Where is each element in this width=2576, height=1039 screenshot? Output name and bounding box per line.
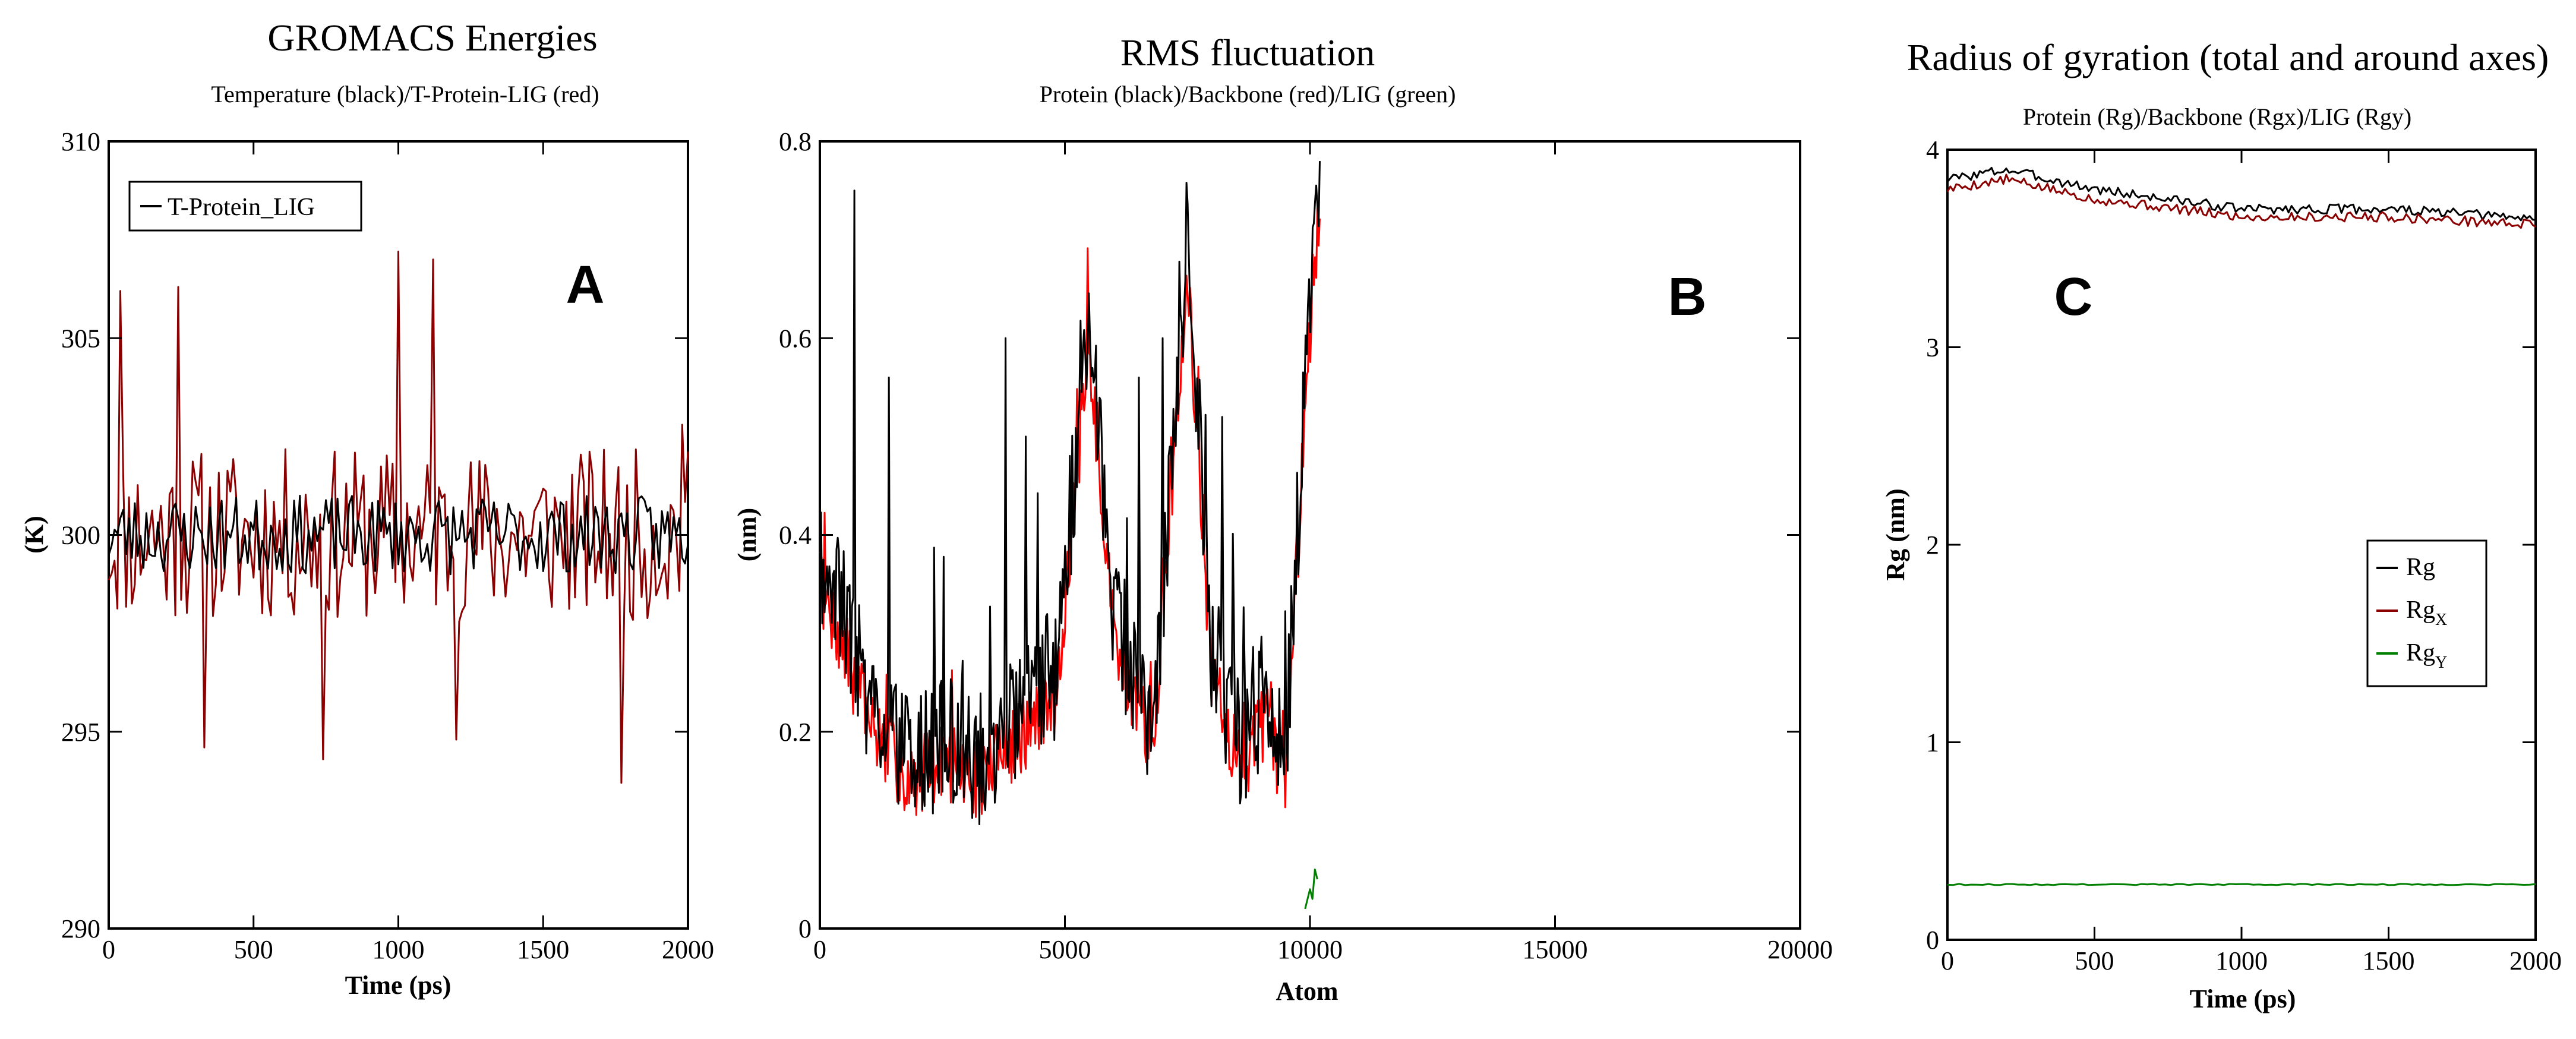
panel-b-series-backbone: [819, 207, 1321, 818]
panel-c-series-layer: [1946, 167, 2536, 886]
panel-b-series-lig: [1304, 869, 1318, 909]
panel-b-letter: B: [1668, 267, 1707, 327]
panel-b-xtick-label: 20000: [1767, 935, 1833, 964]
panel-b-xtick-label: 10000: [1277, 935, 1343, 964]
panel-b-plot-frame: [819, 140, 1801, 930]
panel-c-ticks: 0 500 1000 1500 2000 0 1 2 3 4: [1926, 135, 2562, 975]
panel-a-xtick-label: 500: [234, 935, 273, 964]
panel-b-xlabel: Atom: [1276, 977, 1338, 1006]
panel-c-series-rgx: [1946, 173, 2536, 229]
panel-b-title: RMS fluctuation: [1120, 31, 1375, 74]
panel-a-xtick-label: 1500: [517, 935, 569, 964]
panel-b-ytick-label: 0.4: [779, 521, 812, 550]
panel-c-ytick-label: 2: [1926, 530, 1939, 560]
panel-a-xtick-label: 1000: [372, 935, 425, 964]
panel-a-ytick-label: 290: [61, 914, 100, 943]
panel-b-ytick-label: 0: [798, 914, 812, 943]
panel-b-subtitle: Protein (black)/Backbone (red)/LIG (gree…: [1040, 81, 1456, 108]
panel-c-xtick-label: 500: [2075, 946, 2114, 975]
panel-b-ytick-label: 0.6: [779, 324, 812, 353]
panel-c-xlabel: Time (ps): [2190, 984, 2296, 1013]
panel-a-ytick-label: 295: [61, 718, 100, 747]
panel-c-legend-label: Rg: [2406, 554, 2435, 581]
panel-a-ytick-label: 305: [61, 324, 100, 353]
panel-a-xtick-label: 2000: [662, 935, 714, 964]
panel-c-subtitle: Protein (Rg)/Backbone (Rgx)/LIG (Rgy): [2023, 103, 2411, 130]
panel-b: RMS fluctuation Protein (black)/Backbone…: [733, 31, 1833, 1006]
panel-c-ytick-label: 4: [1926, 135, 1939, 165]
panel-c-xtick-label: 0: [1941, 946, 1954, 975]
panel-c-legend-box: [2366, 539, 2487, 687]
panel-b-ytick-label: 0.8: [779, 127, 812, 156]
panel-c-xtick-label: 1000: [2215, 946, 2268, 975]
panel-c-ytick-label: 3: [1926, 333, 1939, 362]
panel-a-subtitle: Temperature (black)/T-Protein-LIG (red): [211, 81, 599, 108]
panel-b-xtick-label: 0: [813, 935, 826, 964]
panel-a-legend: T-Protein_LIG: [128, 181, 362, 232]
panel-b-ylabel: (nm): [733, 508, 762, 561]
panel-a-legend-box: [128, 181, 362, 232]
panel-c-xtick-label: 1500: [2363, 946, 2415, 975]
panel-b-ticks: 0 5000 10000 15000 20000 0 0.2 0.4 0.6 0.8: [779, 127, 1833, 964]
panel-a-ytick-label: 310: [61, 127, 100, 156]
panel-b-series-protein: [819, 161, 1321, 825]
panel-c-xtick-label: 2000: [2509, 946, 2562, 975]
panel-a-series-temperature: [108, 494, 689, 576]
panel-a-ytick-label: 300: [61, 521, 100, 550]
panel-b-xtick-label: 15000: [1523, 935, 1588, 964]
panel-c: Radius of gyration (total and around axe…: [1881, 36, 2562, 1013]
panel-a-xlabel: Time (ps): [345, 971, 452, 1000]
panel-c-letter: C: [2054, 267, 2093, 327]
panel-a-ticks: 0 500 1000 1500 2000 290 295 300 305 310: [61, 127, 714, 964]
panel-a-series-t-protein-lig: [108, 251, 689, 784]
panel-a-legend-label: T-Protein_LIG: [168, 194, 315, 221]
panel-a-ylabel: (K): [20, 516, 49, 554]
panel-c-ytick-label: 0: [1926, 926, 1939, 955]
panel-c-ylabel: Rg (nm): [1881, 488, 1910, 580]
panel-b-xtick-label: 5000: [1039, 935, 1091, 964]
panel-b-ytick-label: 0.2: [779, 718, 812, 747]
panel-c-ytick-label: 1: [1926, 728, 1939, 757]
panel-c-series-rgy: [1947, 883, 2536, 886]
panel-c-series-rg: [1946, 167, 2536, 222]
panel-c-title: Radius of gyration (total and around axe…: [1907, 36, 2549, 78]
panel-a-series-layer: [108, 251, 689, 784]
panel-a-letter: A: [566, 255, 605, 315]
panel-a-title: GROMACS Energies: [267, 17, 597, 59]
panel-b-series-layer: [819, 161, 1321, 909]
panel-a-xtick-label: 0: [102, 935, 115, 964]
panel-a: GROMACS Energies Temperature (black)/T-P…: [20, 17, 714, 1000]
